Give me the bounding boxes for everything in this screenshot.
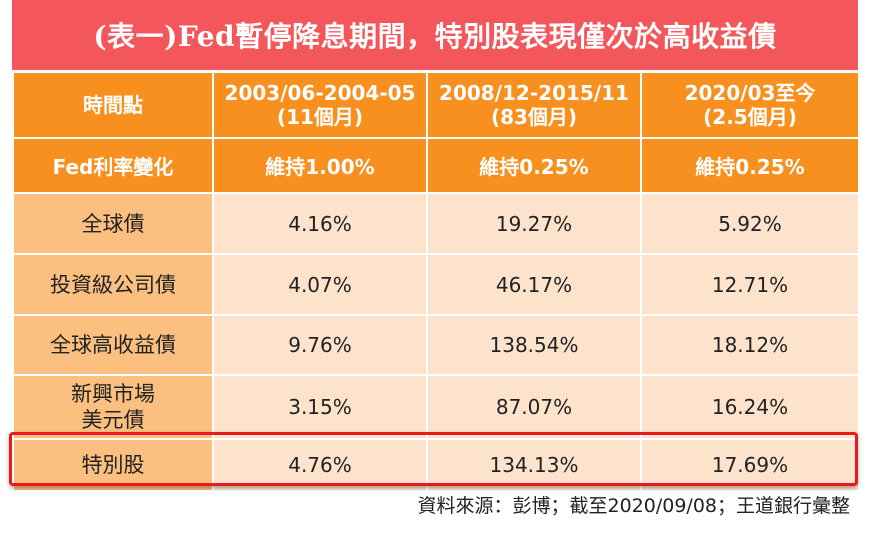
table-cell: 87.07% bbox=[426, 374, 642, 440]
fed-rate-value: 維持0.25% bbox=[640, 137, 860, 194]
row-label: 全球高收益債 bbox=[12, 314, 214, 376]
row-label-text: 投資級公司債 bbox=[50, 272, 176, 297]
table-cell: 4.07% bbox=[212, 253, 428, 316]
table-cell: 138.54% bbox=[426, 314, 642, 376]
table-row: 全球債 4.16% 19.27% 5.92% bbox=[12, 192, 860, 255]
header-period-1: 2003/06-2004-05 (11個月) bbox=[212, 71, 428, 139]
row-label-text: 特別股 bbox=[81, 453, 145, 477]
fed-rate-label: Fed利率變化 bbox=[12, 137, 214, 194]
table-cell: 17.69% bbox=[640, 438, 860, 492]
header-period-3: 2020/03至今 (2.5個月) bbox=[640, 71, 860, 139]
table-cell: 46.17% bbox=[426, 253, 642, 316]
row-label-text: 新興市場 bbox=[71, 382, 155, 406]
header-time-text: 時間點 bbox=[83, 93, 143, 117]
period-3-range: 2020/03至今 bbox=[684, 81, 816, 105]
table-cell: 5.92% bbox=[640, 192, 860, 255]
fed-rate-value: 維持0.25% bbox=[426, 137, 642, 194]
header-period-2: 2008/12-2015/11 (83個月) bbox=[426, 71, 642, 139]
table-cell: 12.71% bbox=[640, 253, 860, 316]
period-1-range: 2003/06-2004-05 bbox=[224, 81, 416, 105]
row-label-text-line2: 美元債 bbox=[81, 408, 145, 432]
source-note: 資料來源：彭博；截至2020/09/08；王道銀行彙整 bbox=[417, 495, 850, 517]
header-row: 時間點 2003/06-2004-05 (11個月) 2008/12-2015/… bbox=[12, 71, 860, 139]
table-row: 投資級公司債 4.07% 46.17% 12.71% bbox=[12, 253, 860, 316]
row-label-text: 全球高收益債 bbox=[50, 333, 176, 357]
table-row: 全球高收益債 9.76% 138.54% 18.12% bbox=[12, 314, 860, 376]
row-label: 投資級公司債 bbox=[12, 253, 214, 316]
period-1-duration: (11個月) bbox=[276, 105, 364, 129]
table-title-bar: (表一)Fed暫停降息期間，特別股表現僅次於高收益債 bbox=[12, 0, 858, 70]
row-label-text: 全球債 bbox=[81, 211, 145, 236]
table-cell: 19.27% bbox=[426, 192, 642, 255]
row-label: 特別股 bbox=[12, 438, 214, 492]
table-row: 新興市場 美元債 3.15% 87.07% 16.24% bbox=[12, 374, 860, 440]
fed-rate-value: 維持1.00% bbox=[212, 137, 428, 194]
table-cell: 9.76% bbox=[212, 314, 428, 376]
performance-table: 時間點 2003/06-2004-05 (11個月) 2008/12-2015/… bbox=[12, 71, 860, 492]
row-label: 新興市場 美元債 bbox=[12, 374, 214, 440]
period-2-duration: (83個月) bbox=[490, 105, 578, 129]
period-3-duration: (2.5個月) bbox=[703, 105, 797, 129]
table-cell: 134.13% bbox=[426, 438, 642, 492]
table-cell: 18.12% bbox=[640, 314, 860, 376]
table-cell: 3.15% bbox=[212, 374, 428, 440]
table-title: (表一)Fed暫停降息期間，特別股表現僅次於高收益債 bbox=[93, 20, 777, 53]
period-2-range: 2008/12-2015/11 bbox=[439, 81, 629, 105]
table-cell: 4.76% bbox=[212, 438, 428, 492]
table-cell: 4.16% bbox=[212, 192, 428, 255]
fed-rate-row: Fed利率變化 維持1.00% 維持0.25% 維持0.25% bbox=[12, 137, 860, 194]
row-label: 全球債 bbox=[12, 192, 214, 255]
table-cell: 16.24% bbox=[640, 374, 860, 440]
table-row-highlighted: 特別股 4.76% 134.13% 17.69% bbox=[12, 438, 860, 492]
header-time-label: 時間點 bbox=[12, 71, 214, 139]
